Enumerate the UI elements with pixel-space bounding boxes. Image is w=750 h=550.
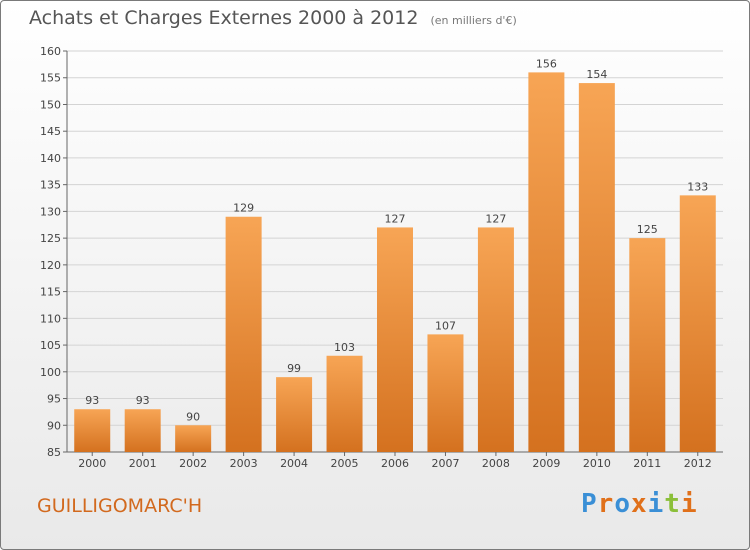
- data-label: 127: [485, 212, 506, 225]
- y-tick-label: 105: [40, 339, 61, 352]
- bar: [578, 83, 615, 452]
- data-label: 90: [186, 410, 200, 423]
- data-label: 133: [687, 180, 708, 193]
- y-tick-label: 140: [40, 152, 61, 165]
- data-label: 93: [85, 394, 99, 407]
- y-tick-label: 110: [40, 312, 61, 325]
- data-label: 99: [287, 362, 301, 375]
- data-label: 156: [536, 57, 557, 70]
- y-tick-label: 150: [40, 98, 61, 111]
- x-tick-label: 2011: [633, 457, 661, 470]
- chart-subtitle: (en milliers d'€): [430, 14, 517, 27]
- x-tick-label: 2010: [583, 457, 611, 470]
- y-tick-label: 120: [40, 259, 61, 272]
- location-name: GUILLIGOMARC'H: [37, 495, 203, 517]
- y-tick-label: 100: [40, 366, 61, 379]
- y-tick-label: 115: [40, 286, 61, 299]
- x-tick-label: 2002: [179, 457, 207, 470]
- logo-letter: P: [581, 489, 598, 519]
- x-tick-label: 2006: [381, 457, 409, 470]
- bar: [679, 195, 716, 453]
- x-tick-label: 2000: [78, 457, 106, 470]
- data-label: 127: [385, 212, 406, 225]
- data-label: 107: [435, 319, 456, 332]
- y-tick-label: 85: [47, 446, 61, 459]
- bar: [528, 72, 565, 453]
- y-tick-label: 160: [40, 45, 61, 58]
- bar: [326, 355, 363, 452]
- y-tick-label: 145: [40, 125, 61, 138]
- y-tick-label: 155: [40, 72, 61, 85]
- x-tick-label: 2005: [331, 457, 359, 470]
- bar: [629, 238, 666, 452]
- x-tick-label: 2001: [129, 457, 157, 470]
- bar: [427, 334, 464, 452]
- logo-letter: r: [597, 489, 615, 519]
- x-tick-label: 2009: [532, 457, 560, 470]
- logo-letter: o: [614, 489, 631, 519]
- data-label: 93: [136, 394, 150, 407]
- data-label: 129: [233, 202, 254, 215]
- x-tick-label: 2003: [230, 457, 258, 470]
- chart-title-text: Achats et Charges Externes 2000 à 2012: [29, 7, 419, 29]
- x-tick-label: 2004: [280, 457, 308, 470]
- data-label: 103: [334, 341, 355, 354]
- data-label: 154: [586, 68, 607, 81]
- x-tick-label: 2012: [684, 457, 712, 470]
- chart-title: Achats et Charges Externes 2000 à 2012 (e…: [29, 7, 517, 29]
- bar: [477, 227, 514, 452]
- logo-letter: x: [630, 489, 648, 519]
- bar: [225, 216, 262, 452]
- x-tick-label: 2007: [431, 457, 459, 470]
- y-tick-label: 135: [40, 179, 61, 192]
- x-tick-label: 2008: [482, 457, 510, 470]
- bar: [377, 227, 413, 452]
- data-label: 125: [637, 223, 658, 236]
- y-tick-label: 90: [47, 419, 61, 432]
- bar: [74, 409, 111, 452]
- y-tick-label: 95: [47, 393, 61, 406]
- logo-letter: t: [664, 489, 681, 519]
- y-tick-label: 130: [40, 205, 61, 218]
- bar: [124, 409, 161, 452]
- logo-letter: i: [647, 489, 665, 519]
- y-tick-label: 125: [40, 232, 61, 245]
- proxiti-logo: Proxiti: [581, 489, 698, 519]
- bar: [276, 377, 313, 452]
- bar: [175, 425, 212, 452]
- logo-letter: i: [680, 489, 698, 519]
